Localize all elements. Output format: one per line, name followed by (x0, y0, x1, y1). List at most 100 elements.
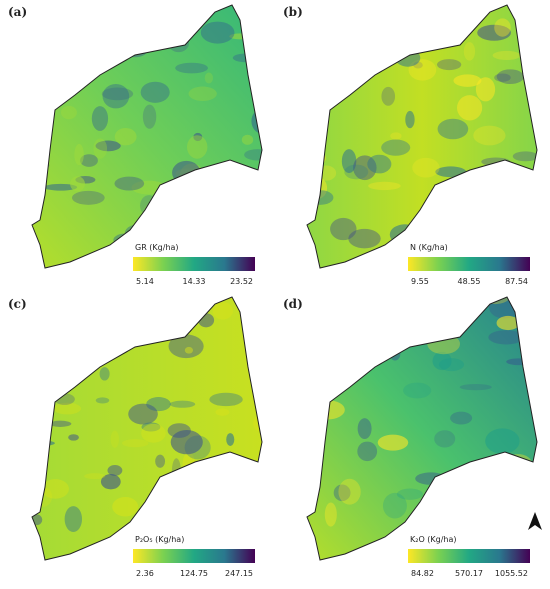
map-patch (120, 32, 131, 59)
map-panel: (b) N (Kg/ha) 9.55 48.55 87.54 (283, 4, 538, 286)
map-patch (165, 297, 182, 310)
map-patch (494, 73, 511, 82)
map-patch (507, 479, 534, 503)
map-patch (518, 182, 537, 205)
map-patch (501, 169, 520, 183)
map-patch (128, 403, 158, 425)
map-patch (186, 135, 208, 159)
map-patch (307, 359, 329, 377)
map-patch (52, 324, 72, 332)
colorbar (408, 257, 530, 271)
map-patch (307, 421, 322, 435)
map-patch (32, 315, 43, 322)
map-patch (338, 478, 361, 505)
map-patch (193, 132, 203, 142)
map-patch (124, 224, 151, 244)
map-patch (381, 139, 411, 156)
map-patch (357, 418, 372, 440)
map-patch (231, 463, 260, 489)
map-patch (326, 351, 359, 366)
panel-label: (b) (283, 5, 303, 19)
map-patch (377, 434, 409, 451)
map-patch (370, 322, 390, 338)
legend-tick-label: 87.54 (505, 277, 528, 286)
map-area (307, 5, 537, 268)
map-patch (372, 347, 399, 356)
map-area (32, 5, 262, 268)
legend-tick-label: 1055.52 (495, 569, 528, 578)
map-patch (512, 473, 537, 496)
map-patch (490, 466, 516, 480)
map-patch (368, 264, 378, 268)
map-patch (146, 397, 171, 412)
map-patch (211, 226, 223, 249)
map-patch (93, 138, 108, 159)
map-patch (209, 392, 243, 407)
map-patch (206, 237, 241, 258)
map-patch (116, 328, 149, 335)
map-patch (68, 434, 79, 441)
map-patch (200, 21, 235, 44)
map-patch (32, 53, 60, 79)
map-patch (204, 72, 214, 84)
map-patch (226, 433, 235, 446)
map-patch (437, 118, 469, 140)
map-outline (306, 4, 538, 269)
map-patch (443, 301, 463, 312)
map-patch (510, 482, 519, 499)
colorbar (133, 549, 255, 563)
map-patch (481, 157, 511, 167)
map-patch (515, 5, 528, 13)
panel-label: (c) (8, 297, 27, 311)
legend-tick-label: 5.14 (136, 277, 154, 286)
map-patch (155, 454, 166, 468)
map-patch (435, 191, 469, 209)
map-patch (102, 345, 112, 356)
map-patch (494, 516, 520, 525)
map-patch (485, 428, 520, 454)
map-patch (473, 125, 506, 146)
map-patch (60, 105, 77, 120)
map-patch (493, 211, 525, 233)
map-patch (215, 408, 230, 416)
map-patch (141, 423, 166, 443)
colorbar (133, 257, 255, 271)
map-patch (469, 468, 505, 476)
map-patch (95, 397, 110, 404)
map-patch (111, 297, 132, 308)
map-patch (307, 335, 328, 356)
map-patch (246, 328, 262, 347)
map-patch (105, 14, 123, 38)
map-patch (508, 229, 537, 242)
map-patch (353, 155, 377, 181)
map-patch (470, 480, 493, 499)
map-patch (436, 59, 462, 71)
map-patch (91, 106, 109, 131)
map-patch (307, 148, 326, 168)
map-patch (107, 464, 123, 476)
map-patch (494, 18, 511, 37)
map-patch (307, 5, 333, 18)
map-patch (492, 50, 521, 60)
map-patch (453, 74, 482, 87)
map-patch (316, 165, 337, 181)
map-patch (170, 429, 203, 455)
map-fill (32, 297, 262, 560)
map-patch (32, 160, 50, 171)
map-patch (49, 420, 72, 427)
map-patch (501, 211, 516, 230)
map-patch (307, 405, 328, 425)
map-patch (382, 492, 407, 519)
map-patch (241, 519, 262, 545)
map-patch (461, 237, 475, 249)
map-patch (142, 104, 157, 129)
map-patch (307, 125, 324, 134)
map-patch (172, 160, 201, 185)
map-patch (435, 166, 467, 178)
map-patch (141, 422, 161, 432)
map-patch (191, 180, 202, 200)
map-fill (32, 5, 262, 268)
legend-title: P₂O₅ (Kg/ha) (135, 535, 184, 544)
map-patch (140, 81, 170, 103)
map-patch (242, 208, 262, 226)
